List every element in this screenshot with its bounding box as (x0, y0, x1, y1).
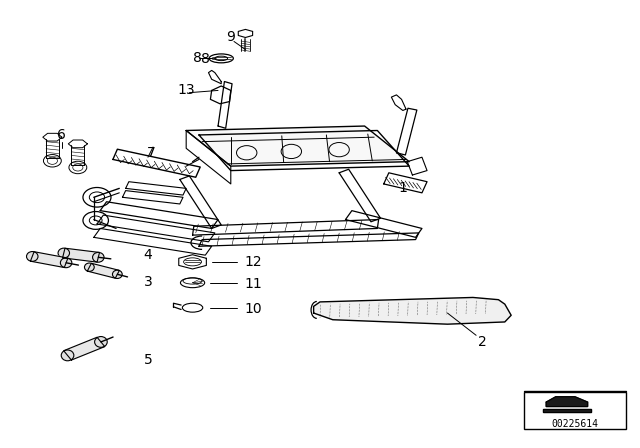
Text: 00225614: 00225614 (552, 419, 598, 429)
Ellipse shape (93, 252, 104, 262)
Polygon shape (63, 248, 99, 262)
Ellipse shape (84, 263, 94, 271)
Text: 9: 9 (227, 30, 236, 44)
Polygon shape (546, 397, 588, 406)
Text: 2: 2 (478, 335, 487, 349)
Text: 11: 11 (244, 277, 262, 291)
Text: 6: 6 (58, 128, 67, 142)
Ellipse shape (26, 251, 38, 261)
Text: 8: 8 (193, 52, 202, 65)
Text: 10: 10 (244, 302, 262, 315)
Ellipse shape (60, 258, 72, 268)
Bar (524, 392, 626, 429)
Polygon shape (31, 252, 68, 267)
Text: 5: 5 (143, 353, 152, 367)
Text: 12: 12 (244, 255, 262, 269)
Text: 4: 4 (143, 248, 152, 262)
Text: 8: 8 (201, 52, 210, 66)
Polygon shape (543, 409, 591, 412)
Text: —: — (205, 53, 216, 63)
Polygon shape (63, 337, 105, 360)
Text: 1: 1 (399, 181, 407, 195)
Ellipse shape (113, 270, 122, 279)
Polygon shape (87, 263, 120, 278)
Polygon shape (186, 126, 409, 166)
Polygon shape (314, 297, 511, 324)
Ellipse shape (61, 350, 74, 361)
Text: 7: 7 (147, 146, 156, 160)
Ellipse shape (95, 336, 108, 347)
Ellipse shape (58, 248, 70, 258)
Text: 3: 3 (143, 275, 152, 289)
Text: 13: 13 (177, 83, 195, 97)
